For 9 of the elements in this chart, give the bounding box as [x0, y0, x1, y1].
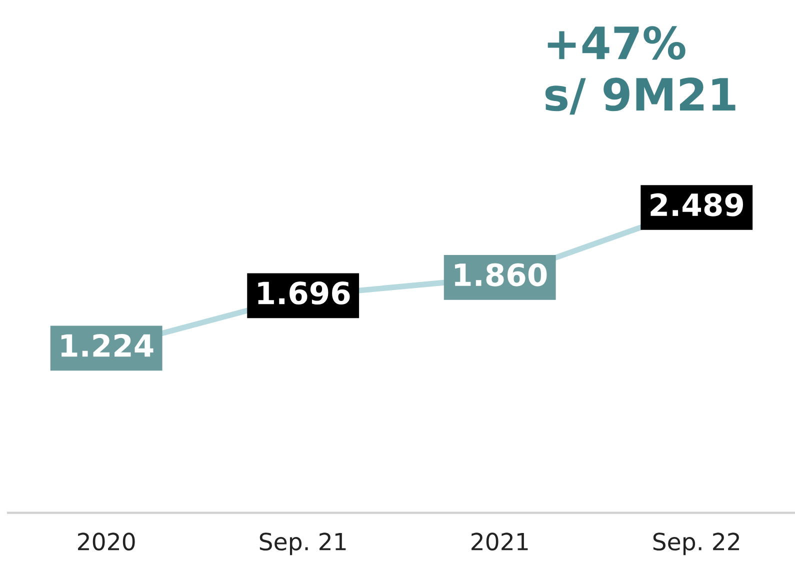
data-label: 1.696 — [258, 281, 350, 305]
x-tick-label: 2020 — [78, 532, 135, 551]
text: +47% s/ 9M21 — [545, 26, 736, 115]
x-tick-label: 2021 — [472, 532, 528, 551]
x-tick-label: Sep. 22 — [653, 532, 740, 556]
x-tick-label: Sep. 21 — [260, 532, 346, 556]
data-label: 1.224 — [61, 334, 154, 357]
data-label: 1.860 — [454, 263, 547, 286]
data-label: 2.489 — [650, 193, 743, 216]
